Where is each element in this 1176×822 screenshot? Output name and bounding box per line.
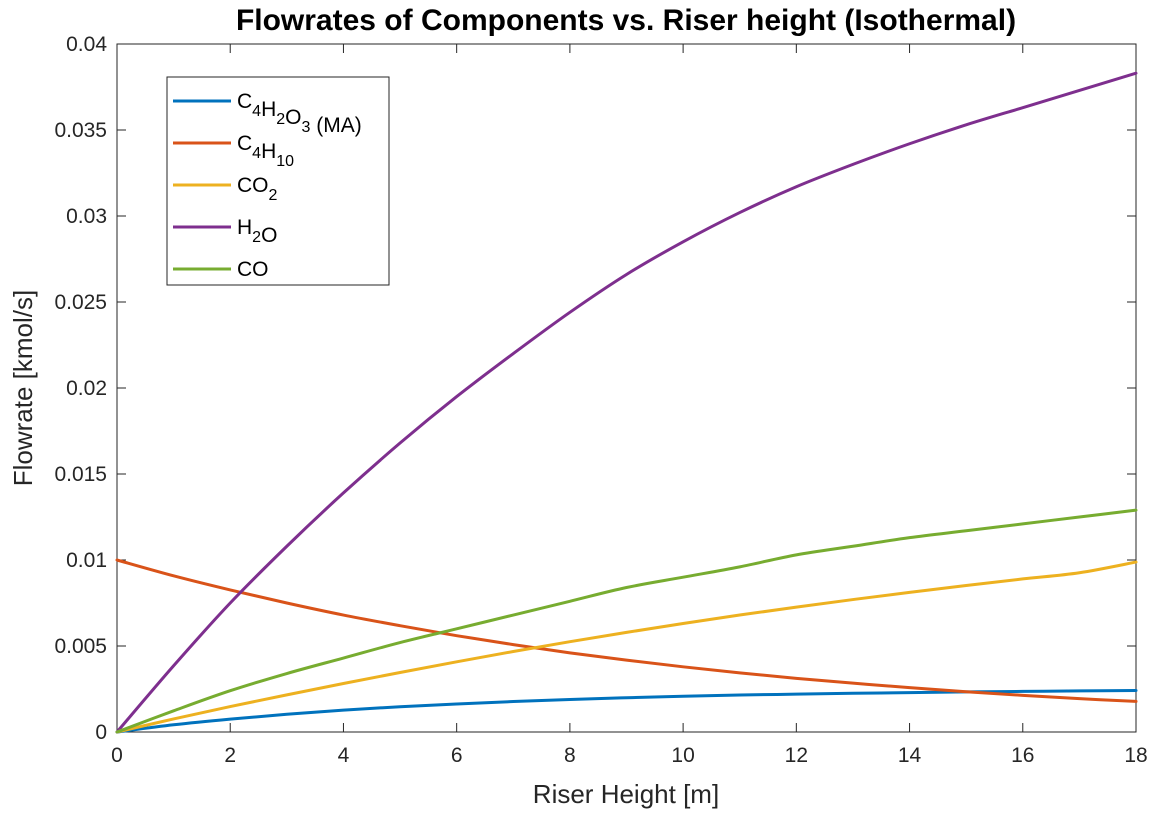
x-tick-label: 0 <box>111 744 123 767</box>
x-tick-label: 10 <box>671 744 694 767</box>
x-tick-label: 8 <box>564 744 576 767</box>
x-axis-label: Riser Height [m] <box>533 779 719 809</box>
y-tick-label: 0.03 <box>66 205 107 228</box>
legend-items: C4H2O3 (MA)C4H10 CO2 H2O CO <box>173 90 362 281</box>
x-tick-label: 6 <box>451 744 463 767</box>
x-tick-label: 14 <box>898 744 922 767</box>
legend: C4H2O3 (MA)C4H10 CO2 H2O CO <box>166 76 390 286</box>
x-tick-label: 2 <box>224 744 236 767</box>
series-line-co2 <box>115 560 1138 734</box>
series-lines <box>115 71 1138 734</box>
legend-label-c4h2o3-ma: C4H2O3 (MA) <box>237 90 362 137</box>
x-tick-label: 4 <box>338 744 350 767</box>
x-tick-label: 18 <box>1124 744 1147 767</box>
series-line-h2o <box>115 71 1138 734</box>
x-tick-label: 12 <box>785 744 808 767</box>
series-line-c4h10 <box>115 558 1138 703</box>
y-tick-label: 0.035 <box>54 119 107 142</box>
legend-label-c4h10: C4H10 <box>237 132 294 170</box>
chart-title: Flowrates of Components vs. Riser height… <box>236 4 1016 37</box>
y-tick-label: 0.015 <box>54 463 107 486</box>
axis-ticks: 0 2 4 6 8 10 12 14 16 18 0 0.005 0.01 0.015 0.02 0.025 0… <box>54 33 1147 767</box>
legend-label-co: CO <box>237 258 269 281</box>
legend-label-h2o: H2O <box>237 216 277 247</box>
y-tick-label: 0.02 <box>66 377 107 400</box>
y-axis-label: Flowrate [kmol/s] <box>8 290 38 487</box>
legend-label-co2: CO2 <box>237 174 278 204</box>
legend-box <box>166 76 390 286</box>
series-line-co <box>115 508 1138 734</box>
x-tick-label: 16 <box>1011 744 1034 767</box>
y-tick-label: 0 <box>95 721 107 744</box>
y-tick-label: 0.04 <box>66 33 107 56</box>
y-tick-label: 0.005 <box>54 635 107 658</box>
y-tick-label: 0.01 <box>66 549 107 572</box>
y-tick-label: 0.025 <box>54 291 107 314</box>
